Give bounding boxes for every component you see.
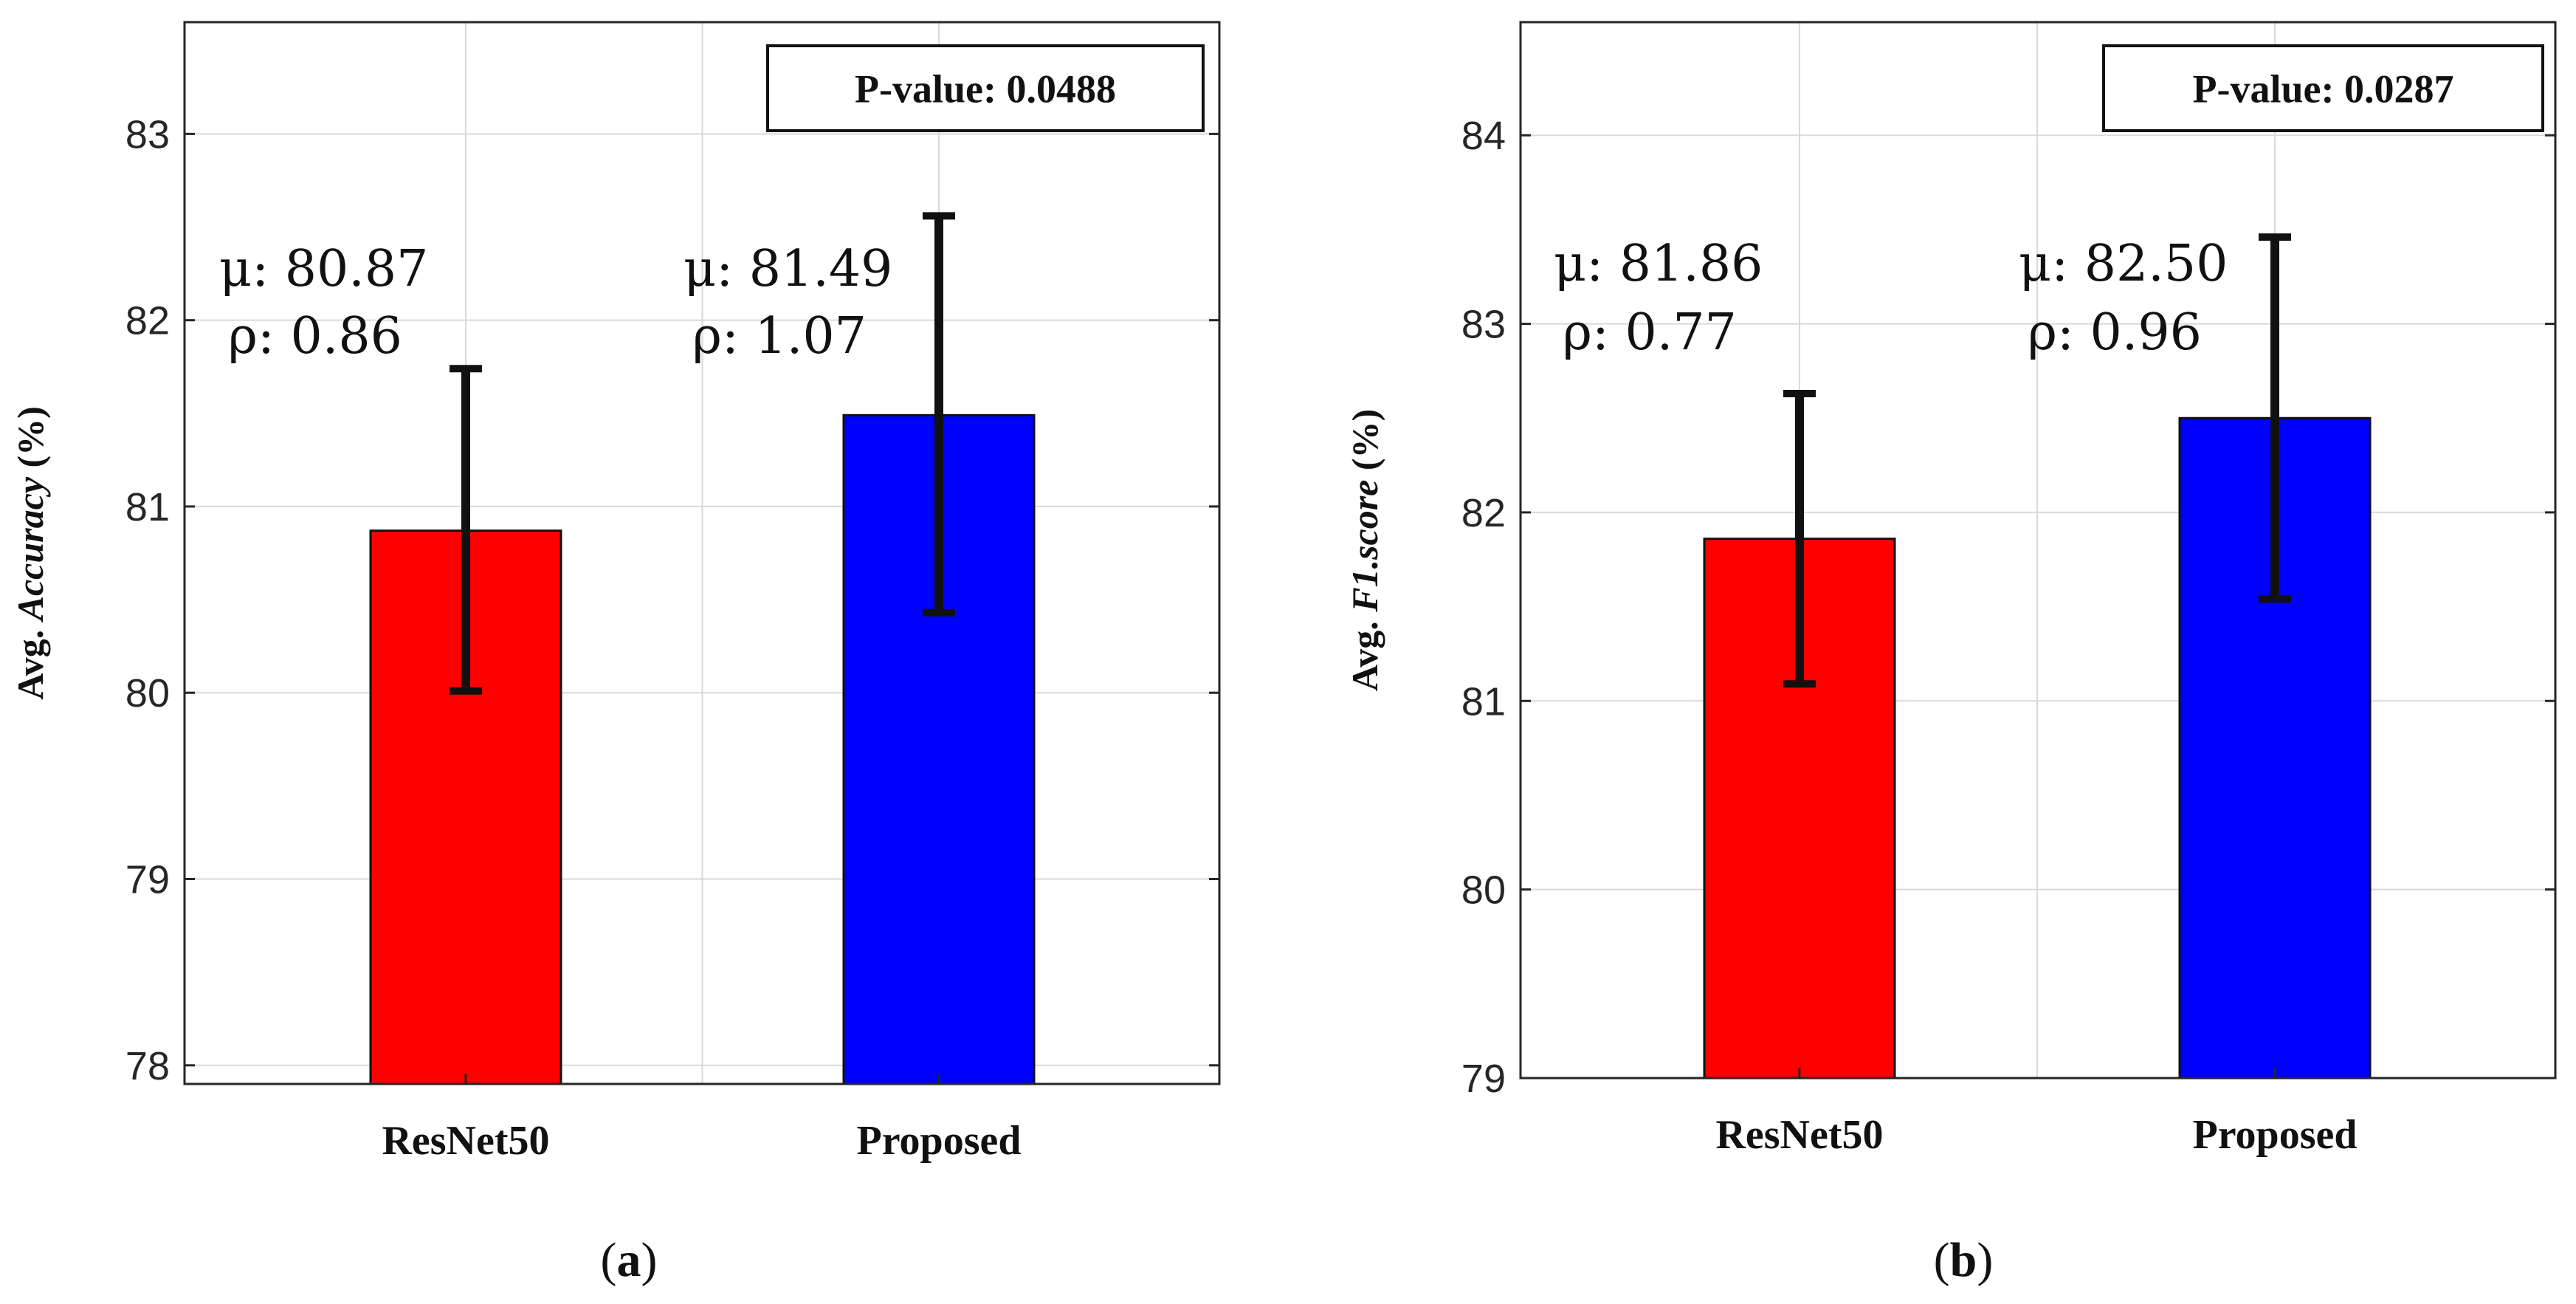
y-tick-label: 79 — [1461, 1057, 1506, 1101]
std-annotation: ρ: 0.77 — [1563, 303, 1737, 362]
panel-label: (a) — [601, 1233, 658, 1287]
panel-label-letter: b — [1950, 1233, 1977, 1287]
y-tick-label: 80 — [125, 671, 170, 716]
std-annotation: ρ: 0.96 — [2028, 303, 2202, 362]
mean-annotation: μ: 81.86 — [1554, 235, 1763, 293]
pvalue-box — [2102, 44, 2544, 132]
mean-annotation: μ: 80.87 — [219, 240, 428, 298]
panel-label: (b) — [1934, 1233, 1994, 1287]
pvalue-label: P-value: 0.0488 — [855, 67, 1116, 111]
y-tick-label: 81 — [1461, 679, 1506, 724]
x-tick-label: ResNet50 — [382, 1118, 549, 1164]
y-tick-label: 79 — [125, 857, 170, 902]
chart-panel-b: 79 80 81 82 83 84 ResNet50 Proposed Avg. F1.scor… — [1344, 21, 2557, 1287]
panel-label-open: ( — [601, 1233, 617, 1287]
y-tick-label: 82 — [1461, 491, 1506, 535]
panel-label-letter: a — [617, 1233, 641, 1287]
mean-annotation: μ: 82.50 — [2019, 235, 2228, 293]
panel-label-open: ( — [1934, 1233, 1950, 1287]
chart-panel-a: 78 79 80 81 82 83 ResNet50 Proposed Avg. Accurac… — [10, 21, 1221, 1287]
x-tick-label: Proposed — [857, 1118, 1022, 1164]
y-axis-label-metric: Accuracy — [10, 476, 51, 622]
y-axis-label-metric: F1.score — [1344, 480, 1385, 613]
mean-annotation: μ: 81.49 — [683, 240, 892, 298]
y-axis-label-suffix: (%) — [10, 406, 51, 477]
std-annotation: ρ: 0.86 — [228, 307, 402, 366]
pvalue-label: P-value: 0.0287 — [2193, 67, 2454, 111]
y-axis-label: Avg. F1.score (%) — [1344, 409, 1385, 691]
std-annotation: ρ: 1.07 — [692, 307, 867, 366]
y-tick-label: 83 — [125, 112, 170, 157]
panel-label-close: ) — [641, 1233, 658, 1287]
pvalue-box — [766, 44, 1205, 132]
x-tick-label: ResNet50 — [1715, 1112, 1883, 1158]
y-tick-label: 83 — [1461, 303, 1506, 347]
y-tick-label: 80 — [1461, 868, 1506, 913]
y-tick-label: 78 — [125, 1044, 170, 1088]
y-axis-label: Avg. Accuracy (%) — [10, 406, 51, 700]
y-axis-label-prefix: Avg. — [1344, 612, 1385, 691]
axes-box — [1519, 21, 2557, 1080]
y-axis-label-suffix: (%) — [1344, 409, 1385, 480]
y-axis-label-prefix: Avg. — [10, 620, 51, 699]
axes-box — [183, 21, 1221, 1085]
y-tick-label: 81 — [125, 485, 170, 529]
x-tick-label: Proposed — [2193, 1112, 2358, 1158]
panel-label-close: ) — [1977, 1233, 1993, 1287]
y-tick-label: 82 — [125, 299, 170, 343]
y-tick-label: 84 — [1461, 114, 1506, 158]
